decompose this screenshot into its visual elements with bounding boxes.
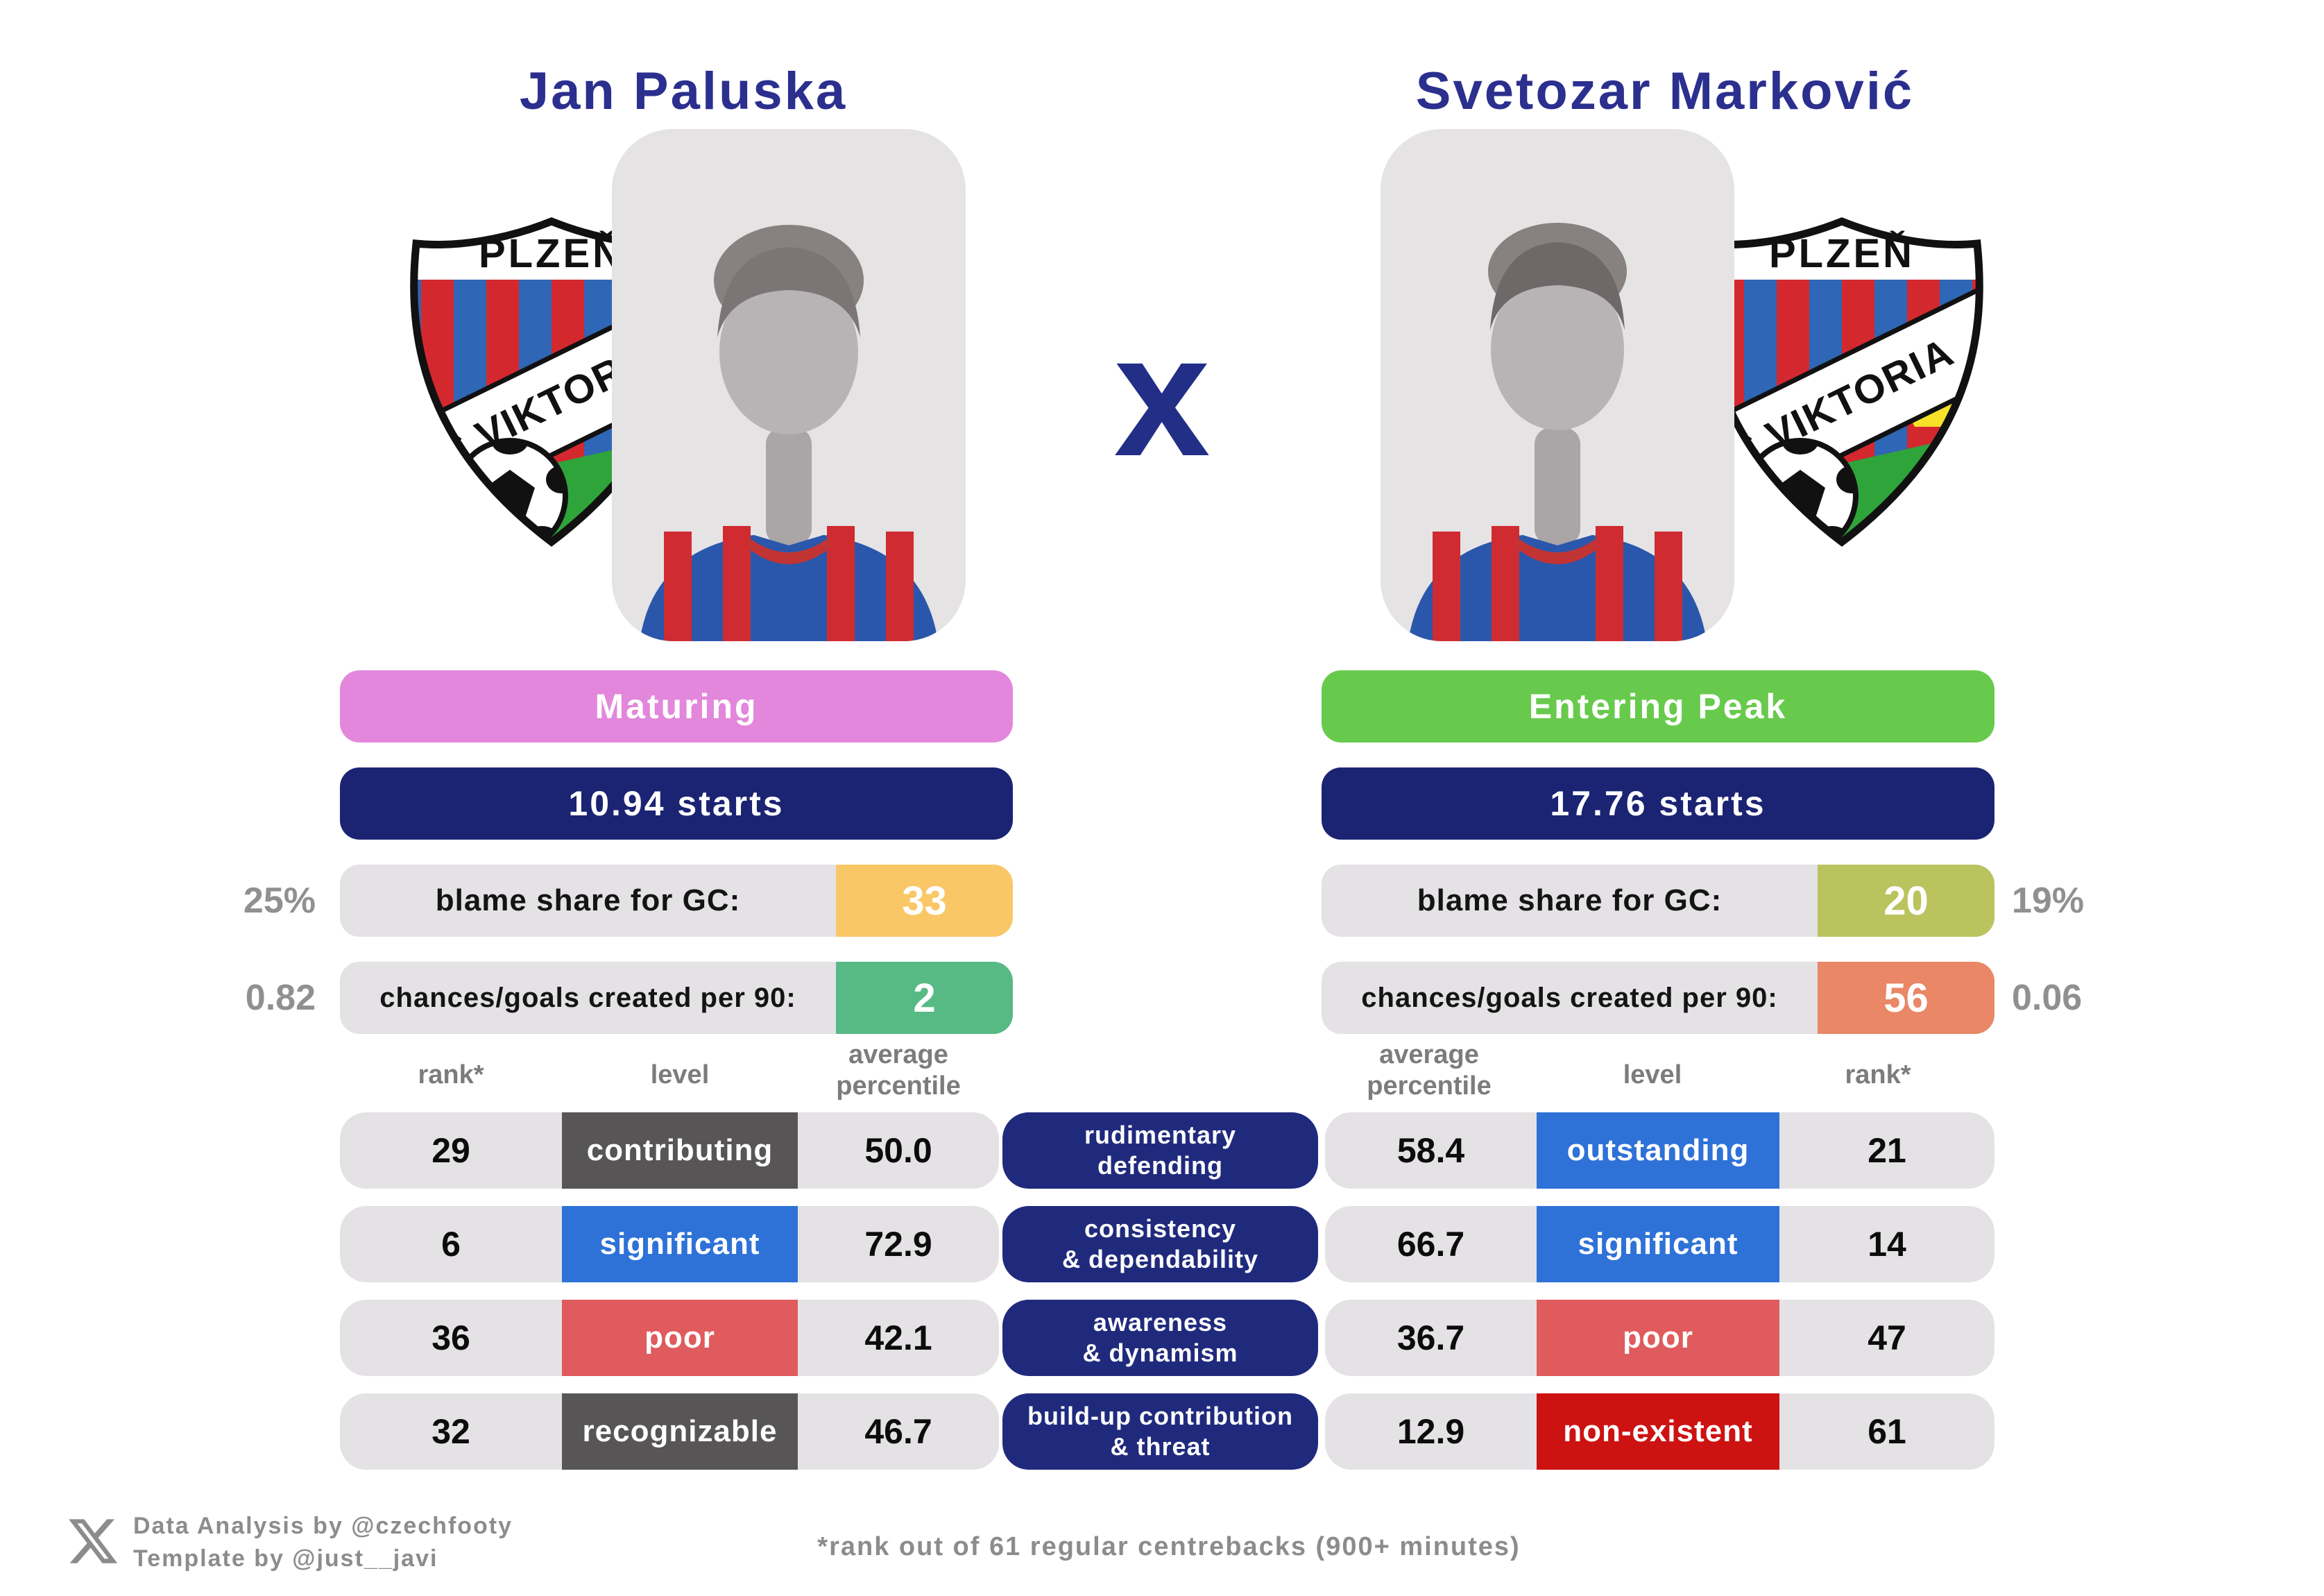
header-percentile-right: average percentile (1367, 1039, 1492, 1102)
level-cell: poor (1537, 1300, 1779, 1376)
credit-analysis: Data Analysis by @czechfooty (133, 1513, 513, 1539)
level-cell: significant (562, 1206, 798, 1282)
blame-outside-right: 19% (2012, 881, 2085, 921)
blame-value-chip: 20 (1818, 865, 1994, 937)
player-photo-right (1381, 129, 1734, 641)
percentile-cell: 58.4 (1325, 1112, 1537, 1189)
blame-value-chip: 33 (836, 865, 1013, 937)
level-cell: non-existent (1537, 1393, 1779, 1470)
rank-footnote: *rank out of 61 regular centrebacks (900… (817, 1532, 1521, 1561)
rank-cell: 47 (1779, 1300, 1994, 1376)
x-twitter-logo-icon (69, 1519, 118, 1563)
header-line: average (848, 1040, 948, 1069)
rank-cell: 36 (340, 1300, 562, 1376)
level-cell: contributing (562, 1112, 798, 1189)
right-player-cells: 58.4 outstanding 21 (1325, 1112, 1994, 1189)
player-silhouette (612, 129, 966, 641)
left-player-cells: 29 contributing 50.0 (340, 1112, 999, 1189)
category-pill: consistency & dependability (1002, 1206, 1318, 1282)
category-pill: awareness & dynamism (1002, 1300, 1318, 1376)
player-name-left: Jan Paluska (519, 62, 848, 121)
chances-pill-left: chances/goals created per 90: 2 (340, 962, 1013, 1034)
header-line: percentile (836, 1071, 961, 1101)
category-line: build-up contribution (1027, 1402, 1293, 1430)
right-player-cells: 36.7 poor 47 (1325, 1300, 1994, 1376)
left-player-cells: 36 poor 42.1 (340, 1300, 999, 1376)
rank-cell: 61 (1779, 1393, 1994, 1470)
chances-value-chip: 2 (836, 962, 1013, 1034)
percentile-cell: 12.9 (1325, 1393, 1537, 1470)
phase-badge-left: Maturing (340, 670, 1013, 742)
chances-value-chip: 56 (1818, 962, 1994, 1034)
header-line: percentile (1367, 1071, 1492, 1101)
category-line: awareness (1093, 1308, 1228, 1336)
header-rank-right: rank* (1845, 1060, 1911, 1089)
blame-pill-left: blame share for GC: 33 (340, 865, 1013, 937)
chances-label: chances/goals created per 90: (1361, 982, 1778, 1013)
percentile-cell: 72.9 (798, 1206, 999, 1282)
right-player-cells: 12.9 non-existent 61 (1325, 1393, 1994, 1470)
club-crest-icon-right: FC VIKTORIA PLZEŇ (1700, 217, 1983, 547)
category-line: & threat (1110, 1432, 1211, 1461)
header-percentile-left: average percentile (836, 1039, 961, 1102)
versus-x: x (1113, 298, 1211, 492)
credit-template: Template by @just__javi (133, 1545, 438, 1572)
percentile-cell: 36.7 (1325, 1300, 1537, 1376)
category-line: & dependability (1061, 1245, 1259, 1273)
rank-cell: 21 (1779, 1112, 1994, 1189)
footer-credits: Data Analysis by @czechfooty Template by… (133, 1510, 513, 1575)
chances-outside-right: 0.06 (2012, 978, 2083, 1018)
left-player-cells: 6 significant 72.9 (340, 1206, 999, 1282)
blame-outside-left: 25% (243, 881, 316, 921)
blame-pill-right: blame share for GC: 20 (1322, 865, 1994, 937)
percentile-cell: 50.0 (798, 1112, 999, 1189)
rank-cell: 6 (340, 1206, 562, 1282)
left-player-cells: 32 recognizable 46.7 (340, 1393, 999, 1470)
chances-pill-right: chances/goals created per 90: 56 (1322, 962, 1994, 1034)
category-line: rudimentary (1084, 1121, 1237, 1149)
header-level-left: level (650, 1060, 710, 1089)
blame-label: blame share for GC: (435, 883, 741, 917)
phase-badge-right: Entering Peak (1322, 670, 1994, 742)
percentile-cell: 66.7 (1325, 1206, 1537, 1282)
category-pill: build-up contribution & threat (1002, 1393, 1318, 1470)
rank-cell: 32 (340, 1393, 562, 1470)
chances-outside-left: 0.82 (245, 978, 316, 1018)
chances-label: chances/goals created per 90: (379, 982, 796, 1013)
blame-label: blame share for GC: (1417, 883, 1723, 917)
category-pill: rudimentary defending (1002, 1112, 1318, 1189)
percentile-cell: 42.1 (798, 1300, 999, 1376)
level-cell: poor (562, 1300, 798, 1376)
level-cell: outstanding (1537, 1112, 1779, 1189)
category-line: defending (1097, 1151, 1223, 1180)
level-cell: significant (1537, 1206, 1779, 1282)
player-photo-left (612, 129, 966, 641)
rank-cell: 14 (1779, 1206, 1994, 1282)
starts-badge-left: 10.94 starts (340, 767, 1013, 840)
category-line: & dynamism (1082, 1339, 1238, 1367)
category-line: consistency (1084, 1214, 1237, 1243)
starts-badge-right: 17.76 starts (1322, 767, 1994, 840)
right-player-cells: 66.7 significant 14 (1325, 1206, 1994, 1282)
header-rank-left: rank* (418, 1060, 484, 1089)
level-cell: recognizable (562, 1393, 798, 1470)
percentile-cell: 46.7 (798, 1393, 999, 1470)
rank-cell: 29 (340, 1112, 562, 1189)
header-level-right: level (1623, 1060, 1682, 1089)
player-name-right: Svetozar Marković (1415, 62, 1915, 121)
player-silhouette (1381, 129, 1734, 641)
header-line: average (1379, 1040, 1479, 1069)
